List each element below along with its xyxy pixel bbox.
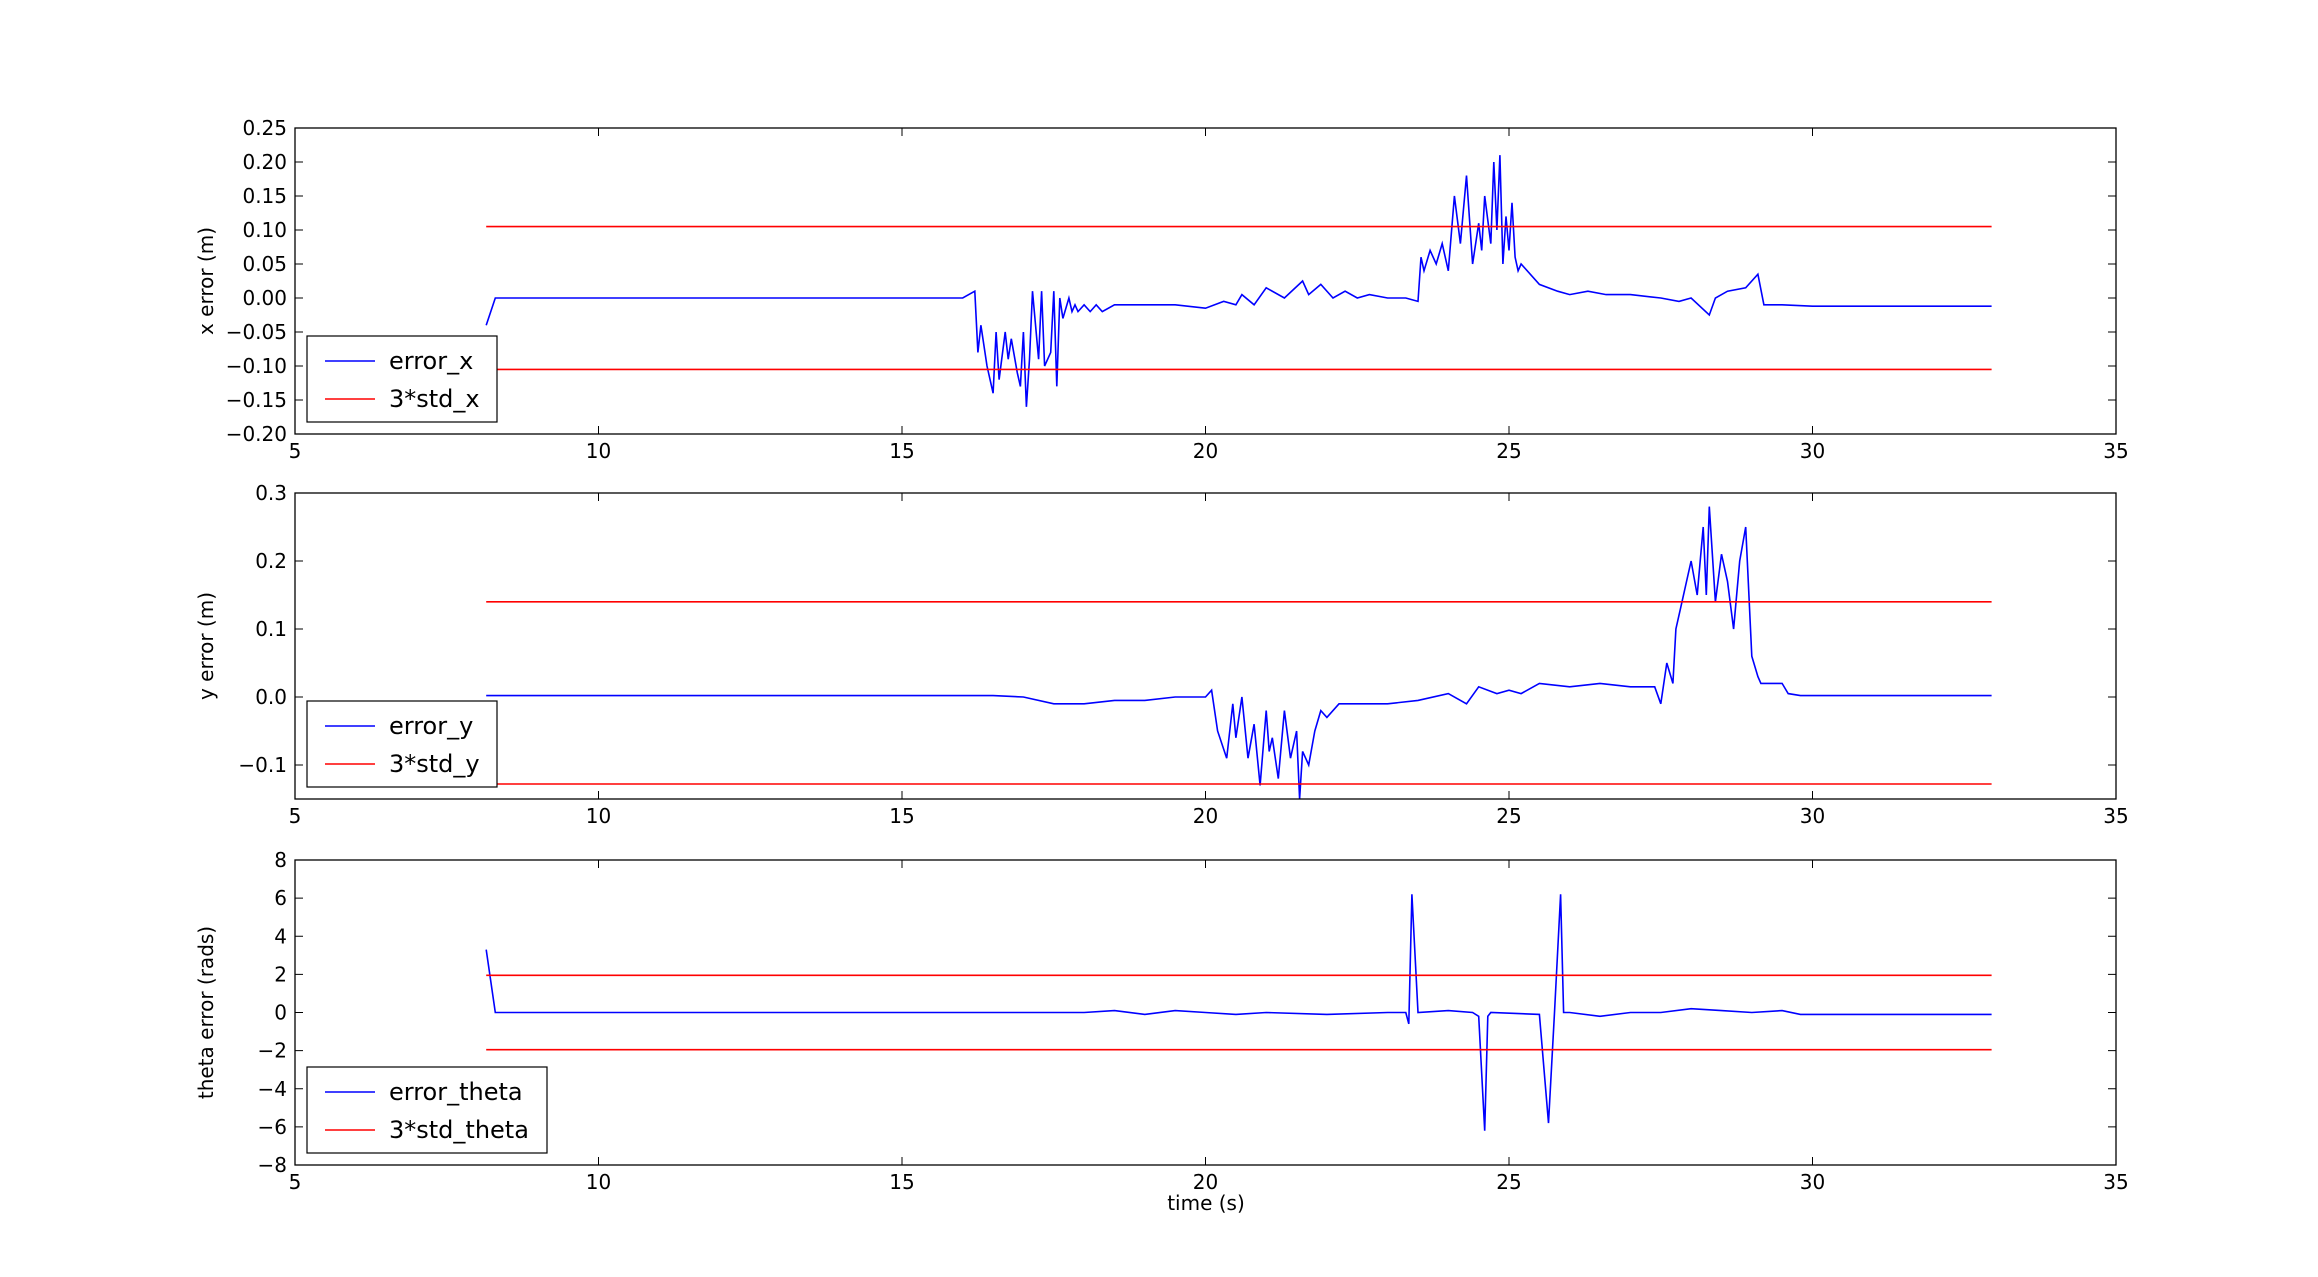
subplot-3: 5 10 15 20 25 30 35 −8 −6 −4 −2 0 2 4 6 8 theta error (r… (194, 848, 2129, 1194)
x-tick-label: 15 (889, 439, 914, 463)
legend-label: error_y (389, 712, 473, 740)
y-tick-label: 0.3 (255, 481, 287, 505)
y-axis-label: y error (m) (194, 592, 218, 700)
x-tick-label: 15 (889, 804, 914, 828)
series-line-error_theta (485, 894, 1992, 1131)
y-tick-label: −2 (258, 1039, 287, 1063)
subplot-1: 5 10 15 20 25 30 35 −0.20 −0.15 −0.10 −0.05 0.00 0.0… (194, 116, 2129, 463)
series-line-error_x (485, 155, 1992, 407)
y-tick-label: −0.10 (226, 354, 287, 378)
y-tick-label: 8 (274, 848, 287, 872)
x-tick-label: 20 (1193, 439, 1218, 463)
x-tick-label: 15 (889, 1170, 914, 1194)
x-tick-label: 5 (289, 1170, 302, 1194)
series-group (485, 894, 1992, 1131)
legend-label: error_x (389, 347, 473, 375)
legend-label: error_theta (389, 1078, 523, 1106)
y-tick-label: 0.10 (242, 218, 287, 242)
x-tick-label: 35 (2103, 804, 2128, 828)
y-axis-label: x error (m) (194, 227, 218, 335)
y-tick-label: 4 (274, 924, 287, 948)
y-tick-label: −8 (258, 1153, 287, 1177)
x-tick-label: 5 (289, 804, 302, 828)
y-tick-label: −6 (258, 1115, 287, 1139)
y-tick-label: −0.15 (226, 388, 287, 412)
legend-label: 3*std_x (389, 385, 480, 413)
y-axis-label: theta error (rads) (194, 926, 218, 1099)
y-tick-label: 2 (274, 962, 287, 986)
x-tick-label: 25 (1496, 804, 1521, 828)
legend-label: 3*std_y (389, 750, 480, 778)
x-tick-label: 25 (1496, 1170, 1521, 1194)
x-tick-label: 20 (1193, 804, 1218, 828)
x-tick-label: 10 (586, 804, 611, 828)
y-tick-label: 0.0 (255, 685, 287, 709)
y-tick-label: 0 (274, 1001, 287, 1025)
y-tick-label: 0.15 (242, 184, 287, 208)
x-tick-label: 10 (586, 1170, 611, 1194)
series-group (485, 155, 1992, 407)
x-tick-label: 5 (289, 439, 302, 463)
y-tick-label: −0.05 (226, 320, 287, 344)
legend-frame (306, 335, 498, 423)
x-tick-label: 20 (1193, 1170, 1218, 1194)
y-tick-label: 0.20 (242, 150, 287, 174)
x-tick-label: 35 (2103, 439, 2128, 463)
y-tick-label: 0.05 (242, 252, 287, 276)
legend: error_y 3*std_y (306, 700, 498, 788)
x-tick-label: 30 (1800, 1170, 1825, 1194)
x-tick-label: 35 (2103, 1170, 2128, 1194)
legend-frame (306, 1066, 548, 1154)
y-tick-label: −4 (258, 1077, 287, 1101)
legend: error_theta 3*std_theta (306, 1066, 548, 1154)
x-tick-label: 10 (586, 439, 611, 463)
x-tick-label: 30 (1800, 439, 1825, 463)
x-tick-label: 30 (1800, 804, 1825, 828)
y-tick-label: −0.20 (226, 422, 287, 446)
y-tick-label: 0.25 (242, 116, 287, 140)
y-tick-label: 0.1 (255, 617, 287, 641)
legend-label: 3*std_theta (389, 1116, 529, 1144)
legend: error_x 3*std_x (306, 335, 498, 423)
x-tick-label: 25 (1496, 439, 1521, 463)
subplot-2: 5 10 15 20 25 30 35 −0.1 0.0 0.1 0.2 0.3 y error (m)… (194, 481, 2129, 828)
x-axis-label: time (s) (1167, 1191, 1245, 1215)
series-group (486, 506, 1992, 799)
legend-frame (306, 700, 498, 788)
y-tick-label: 0.2 (255, 549, 287, 573)
y-tick-label: 0.00 (242, 286, 287, 310)
series-line-error_y (486, 506, 1992, 799)
y-tick-label: 6 (274, 886, 287, 910)
y-tick-label: −0.1 (238, 753, 287, 777)
